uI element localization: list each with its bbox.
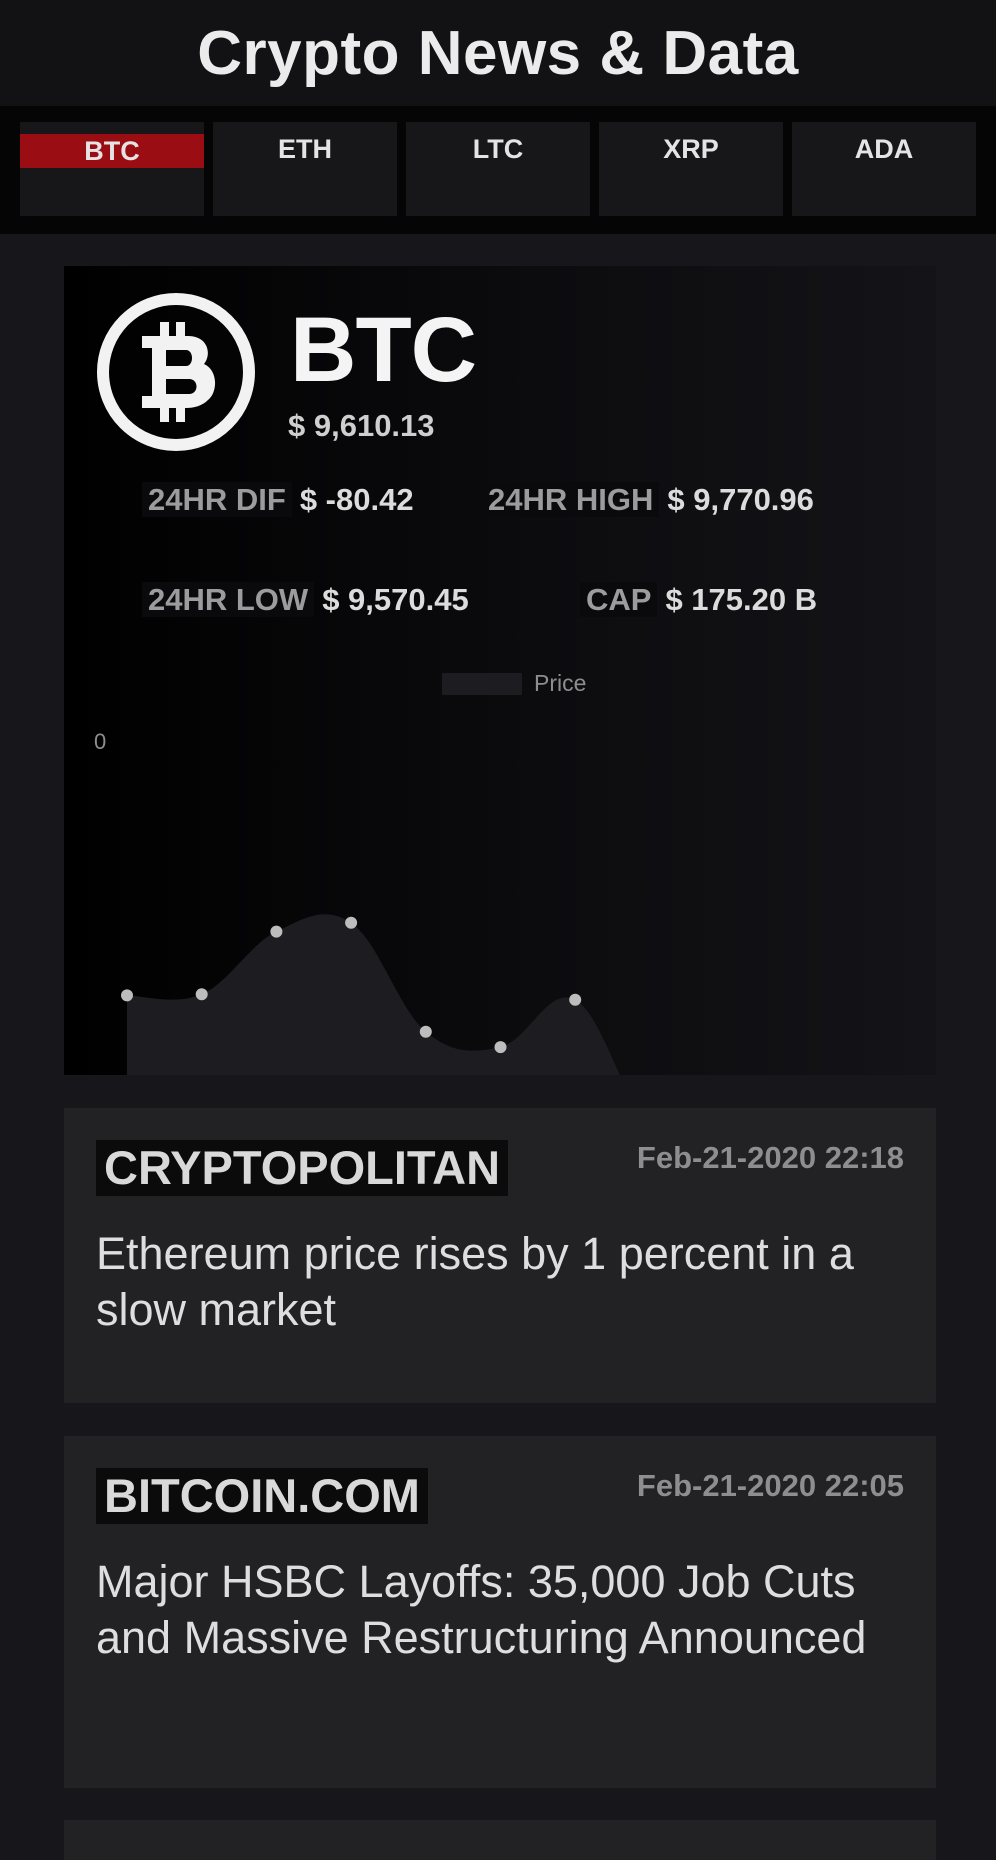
tab-btc[interactable]: BTC <box>20 122 204 216</box>
app-header: Crypto News & Data <box>0 0 996 106</box>
stat-24hr-high: 24HR HIGH $ 9,770.96 <box>482 482 814 518</box>
tab-label: ETH <box>278 134 332 164</box>
stat-label: 24HR LOW <box>142 582 315 617</box>
legend-label: Price <box>534 670 587 696</box>
stat-market-cap: CAP $ 175.20 B <box>580 582 817 618</box>
price-point[interactable] <box>494 1041 507 1054</box>
tab-xrp[interactable]: XRP <box>599 122 783 216</box>
stat-value: $ -80.42 <box>299 482 414 517</box>
tab-label: BTC <box>20 134 204 168</box>
coin-tabs: BTC ETH LTC XRP ADA <box>0 106 996 234</box>
news-card[interactable]: BITCOIN.COM Feb-21-2020 22:05 Major HSBC… <box>64 1436 936 1788</box>
stat-24hr-low: 24HR LOW $ 9,570.45 <box>142 582 469 618</box>
news-card-partial[interactable] <box>64 1820 936 1860</box>
y-tick-label: 0 <box>94 729 106 754</box>
legend-swatch <box>442 672 522 695</box>
page-title: Crypto News & Data <box>197 18 799 88</box>
news-date: Feb-21-2020 22:05 <box>636 1468 904 1503</box>
price-chart: 0:00PM2:00PM3:00PM4:00PM5:00PM6:00PM7:00… <box>94 729 620 1075</box>
price-point[interactable] <box>270 925 283 938</box>
coin-price: $ 9,610.13 <box>288 408 435 443</box>
news-headline[interactable]: Ethereum price rises by 1 percent in a s… <box>96 1228 854 1335</box>
news-headline[interactable]: Major HSBC Layoffs: 35,000 Job Cuts and … <box>96 1556 867 1663</box>
bitcoin-icon <box>97 293 255 451</box>
price-point[interactable] <box>121 989 133 1002</box>
coin-card: BTC $ 9,610.13 24HR DIF $ -80.42 24HR HIG… <box>64 266 936 1075</box>
price-point[interactable] <box>345 916 358 929</box>
stat-label: 24HR HIGH <box>482 482 660 517</box>
tab-label: XRP <box>663 134 719 164</box>
chart-legend[interactable]: Price <box>442 670 586 697</box>
stat-value: $ 9,570.45 <box>322 582 469 617</box>
stat-24hr-dif: 24HR DIF $ -80.42 <box>142 482 414 518</box>
price-point[interactable] <box>195 988 208 1001</box>
tab-eth[interactable]: ETH <box>213 122 397 216</box>
price-point[interactable] <box>419 1025 432 1038</box>
news-source: BITCOIN.COM <box>96 1468 428 1524</box>
price-point[interactable] <box>569 993 582 1006</box>
stat-value: $ 9,770.96 <box>667 482 814 517</box>
stat-value: $ 175.20 B <box>665 582 818 617</box>
tab-ada[interactable]: ADA <box>792 122 976 216</box>
news-source: CRYPTOPOLITAN <box>96 1140 509 1196</box>
tab-label: LTC <box>472 134 524 164</box>
stat-label: 24HR DIF <box>142 482 292 517</box>
news-date: Feb-21-2020 22:18 <box>636 1140 904 1175</box>
news-card[interactable]: CRYPTOPOLITAN Feb-21-2020 22:18 Ethereum… <box>64 1108 936 1403</box>
tab-label: ADA <box>854 134 914 164</box>
tab-ltc[interactable]: LTC <box>406 122 590 216</box>
stat-label: CAP <box>580 582 658 617</box>
price-area <box>127 914 620 1075</box>
coin-symbol: BTC <box>290 299 477 401</box>
